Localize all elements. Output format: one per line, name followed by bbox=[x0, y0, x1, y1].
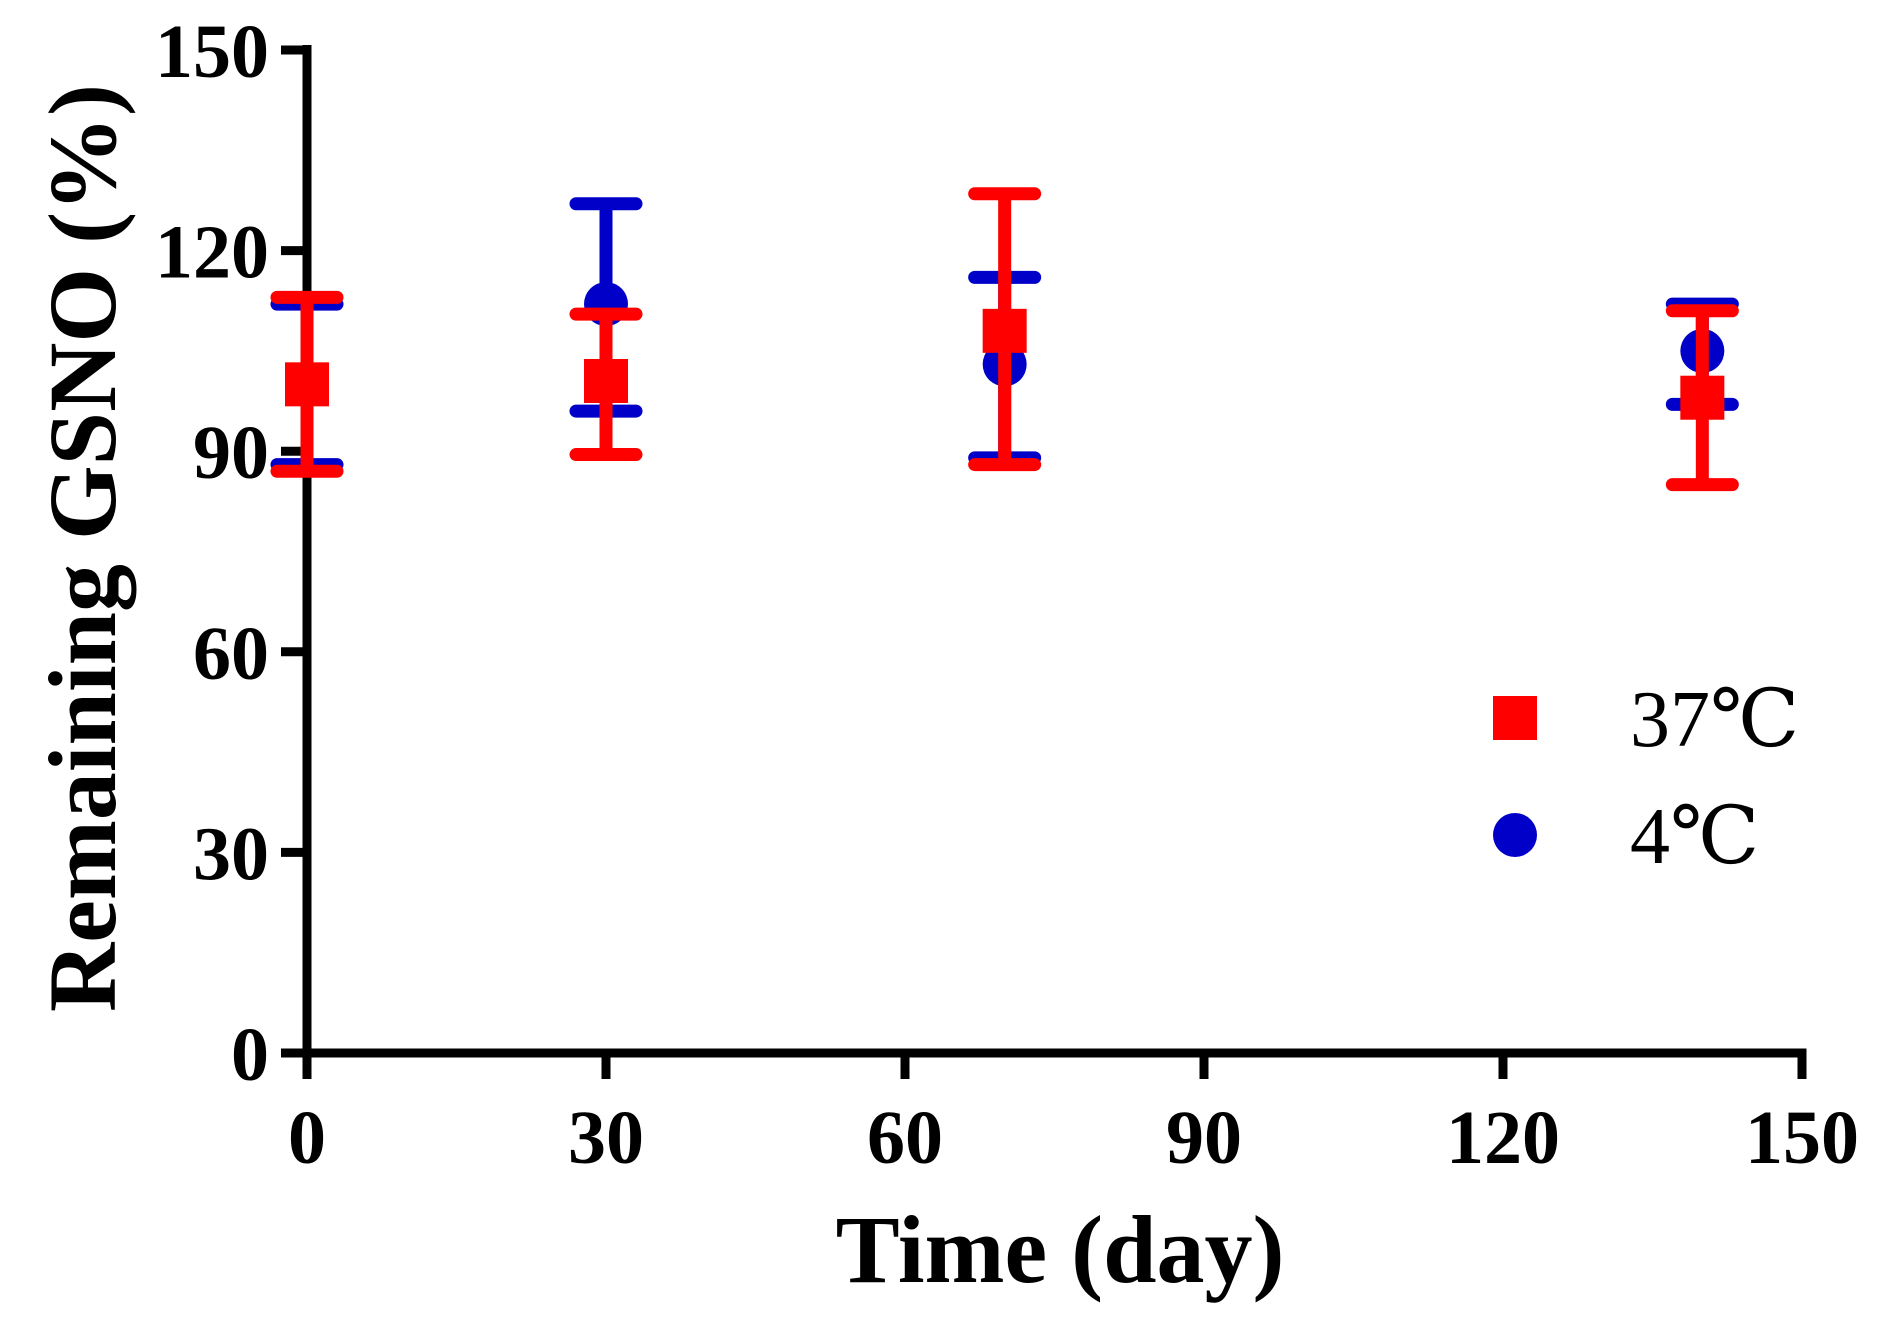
y-tick-label: 60 bbox=[193, 612, 269, 696]
legend-label: 4℃ bbox=[1630, 793, 1760, 881]
data-point-square bbox=[584, 358, 628, 403]
x-tick-label: 0 bbox=[288, 1096, 326, 1180]
y-tick-label: 0 bbox=[231, 1013, 269, 1097]
x-axis-title: Time (day) bbox=[836, 1196, 1285, 1303]
legend: 37℃4℃ bbox=[1493, 676, 1800, 881]
data-point-square bbox=[1680, 375, 1725, 420]
y-tick-label: 150 bbox=[155, 10, 269, 94]
data-point-square bbox=[285, 362, 329, 407]
y-tick-label: 90 bbox=[193, 411, 269, 495]
x-tick-label: 90 bbox=[1166, 1096, 1242, 1180]
axes: 0 30 60 90 120 150 0 30 60 90 120 150 bbox=[155, 10, 1859, 1180]
legend-marker-circle bbox=[1493, 813, 1537, 857]
y-tick-label: 120 bbox=[155, 211, 269, 295]
data-point-square bbox=[982, 308, 1027, 353]
y-axis-title: Remaining GSNO (%) bbox=[29, 84, 136, 1012]
x-tick-label: 60 bbox=[867, 1096, 943, 1180]
legend-marker-square bbox=[1493, 696, 1537, 740]
y-tick-label: 30 bbox=[193, 812, 269, 896]
series-37c bbox=[270, 187, 1739, 492]
x-tick-label: 30 bbox=[568, 1096, 644, 1180]
data-marks bbox=[270, 187, 1739, 492]
x-tick-label: 150 bbox=[1745, 1096, 1859, 1180]
x-tick-label: 120 bbox=[1446, 1096, 1560, 1180]
legend-label: 37℃ bbox=[1630, 676, 1800, 764]
